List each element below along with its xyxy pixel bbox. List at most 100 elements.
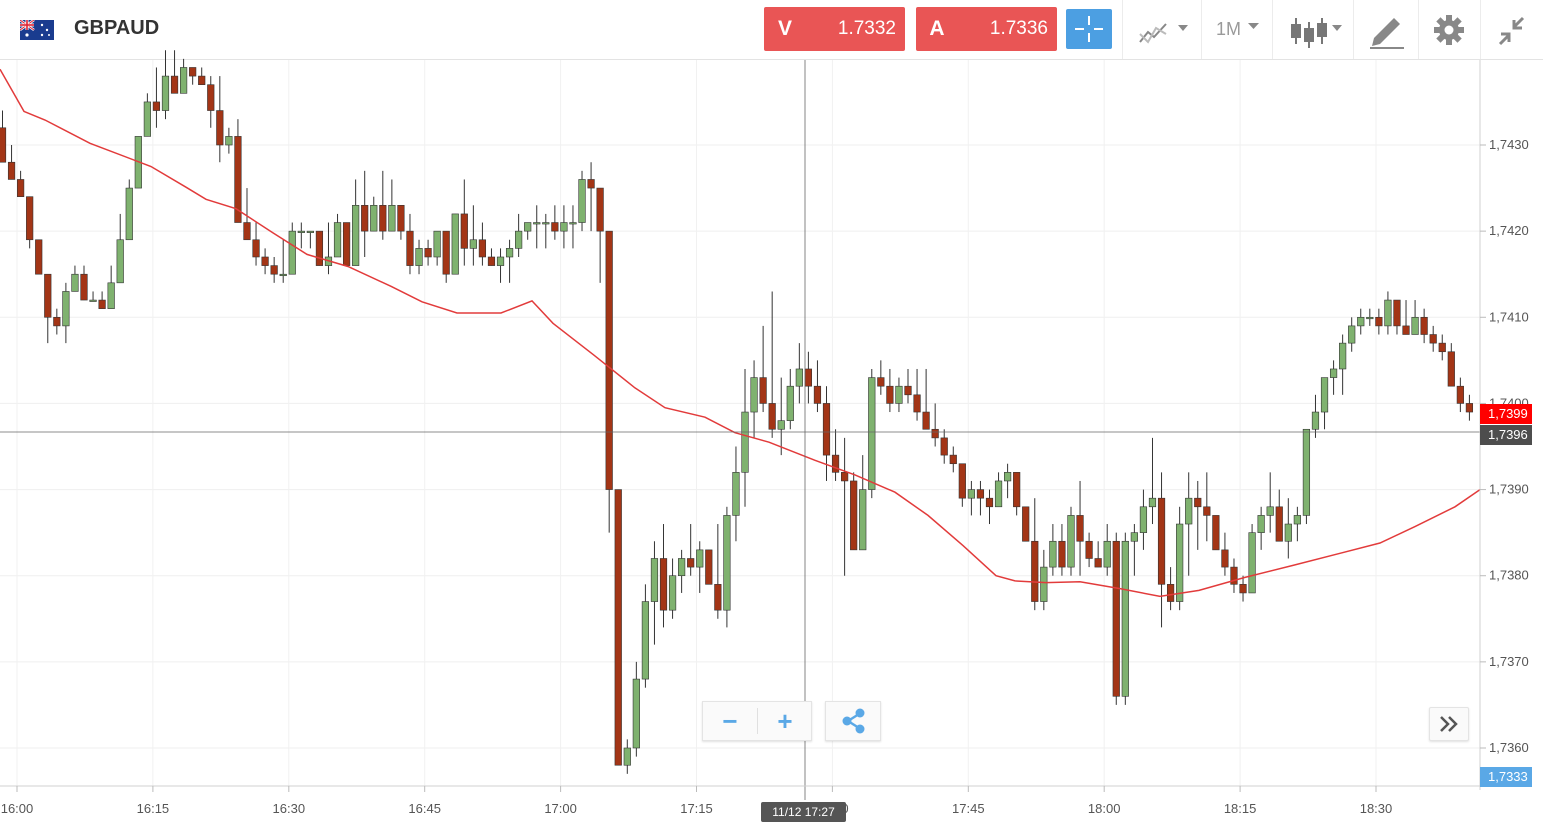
candle-body (1266, 506, 1274, 516)
candlestick-type-button[interactable] (1280, 4, 1350, 56)
candle-body (659, 558, 668, 611)
zoom-controls: − + (702, 701, 812, 741)
candlestick-icon (1291, 18, 1342, 48)
candle-body (424, 248, 432, 258)
candle (352, 179, 360, 266)
candle (551, 205, 559, 240)
candle-body (1112, 540, 1120, 697)
time-axis: 16:0016:1516:3016:4517:0017:1517:3017:45… (1, 786, 1393, 816)
candle (170, 50, 179, 94)
candle (1212, 515, 1220, 551)
candle-body (1275, 506, 1283, 542)
candle (116, 213, 124, 284)
y-tick-label: 1,7420 (1489, 223, 1529, 238)
candle-body (370, 205, 378, 232)
candle (1157, 472, 1166, 628)
candle (152, 67, 161, 128)
candle (1275, 489, 1283, 542)
candle (252, 222, 260, 266)
candle-body (1022, 506, 1030, 542)
candle-body (1067, 515, 1075, 568)
uk-australia-flag-icon (20, 20, 54, 40)
candle (1194, 480, 1202, 550)
candle (804, 351, 812, 404)
x-tick-label: 18:15 (1224, 801, 1257, 816)
chart-type-button[interactable] (1130, 4, 1200, 56)
candle-body (388, 205, 396, 232)
draw-tool-icon (1370, 18, 1404, 49)
crosshair-time-label: 11/12 17:27 (761, 802, 846, 822)
y-tick-label: 1,7430 (1489, 137, 1529, 152)
candle-body (1284, 523, 1292, 542)
zoom-out-button[interactable]: − (722, 706, 738, 736)
x-tick-label: 18:30 (1360, 801, 1393, 816)
bid-price-tag: 1,7333 (1480, 767, 1532, 787)
candle-body (496, 256, 505, 266)
candle (560, 205, 568, 249)
candle (433, 230, 441, 266)
candle-body (841, 472, 849, 482)
candle-body (614, 489, 622, 766)
candle-body (189, 67, 197, 77)
price-axis: 1,73601,73701,73801,73901,74001,74101,74… (1480, 137, 1529, 755)
candle (424, 239, 432, 266)
candle (1076, 480, 1084, 576)
candle-body (958, 463, 966, 499)
candle-body (1148, 497, 1157, 508)
candle-body (460, 213, 468, 249)
x-tick-label: 16:15 (137, 801, 170, 816)
candle (1420, 308, 1428, 344)
candle-body (1239, 584, 1247, 594)
settings-button[interactable] (1424, 4, 1476, 56)
candle (605, 230, 613, 533)
candle-body (1094, 558, 1102, 568)
candle-body (587, 179, 595, 189)
candle (1094, 541, 1102, 568)
collapse-button[interactable] (1487, 4, 1537, 56)
candle-body (379, 205, 387, 232)
draw-tool-button[interactable] (1360, 4, 1415, 56)
candle (234, 119, 242, 223)
buy-button[interactable]: A 1.7336 (916, 7, 1057, 51)
candle (1203, 472, 1211, 542)
candle-body (143, 101, 151, 137)
x-tick-label: 17:45 (952, 801, 985, 816)
candle-body (560, 222, 568, 232)
candle (478, 222, 487, 266)
candle-body (940, 437, 948, 456)
candle (958, 463, 966, 507)
candle (1130, 524, 1138, 576)
candle-body (949, 454, 957, 465)
scroll-to-latest-button[interactable] (1429, 707, 1469, 741)
candle-body (0, 127, 7, 163)
candle-body (831, 454, 840, 473)
candle (696, 541, 704, 593)
zoom-in-button[interactable]: + (777, 706, 793, 736)
share-button[interactable] (825, 701, 881, 741)
sell-button[interactable]: V 1.7332 (764, 7, 905, 51)
candle (786, 368, 794, 430)
candle (496, 248, 505, 283)
candle-body (732, 472, 740, 516)
candle (1230, 558, 1238, 593)
candle (1121, 532, 1129, 705)
candle-body (668, 575, 677, 611)
timeframe-selector[interactable]: 1M (1216, 19, 1242, 39)
candle (868, 368, 876, 499)
crosshair-button[interactable] (1066, 9, 1112, 49)
x-tick-label: 16:45 (408, 801, 441, 816)
y-tick-label: 1,7370 (1489, 654, 1529, 669)
candle-body (252, 239, 260, 258)
candle (1348, 317, 1356, 352)
grid (0, 60, 1480, 786)
x-tick-label: 17:15 (680, 801, 713, 816)
candle (850, 472, 858, 551)
candle (53, 308, 61, 335)
toolbar-divider (1201, 0, 1202, 59)
candle-body (859, 489, 867, 551)
moving-average-line (0, 68, 1481, 598)
candle (1148, 437, 1157, 525)
candle (161, 50, 170, 120)
candle-body (207, 84, 215, 111)
